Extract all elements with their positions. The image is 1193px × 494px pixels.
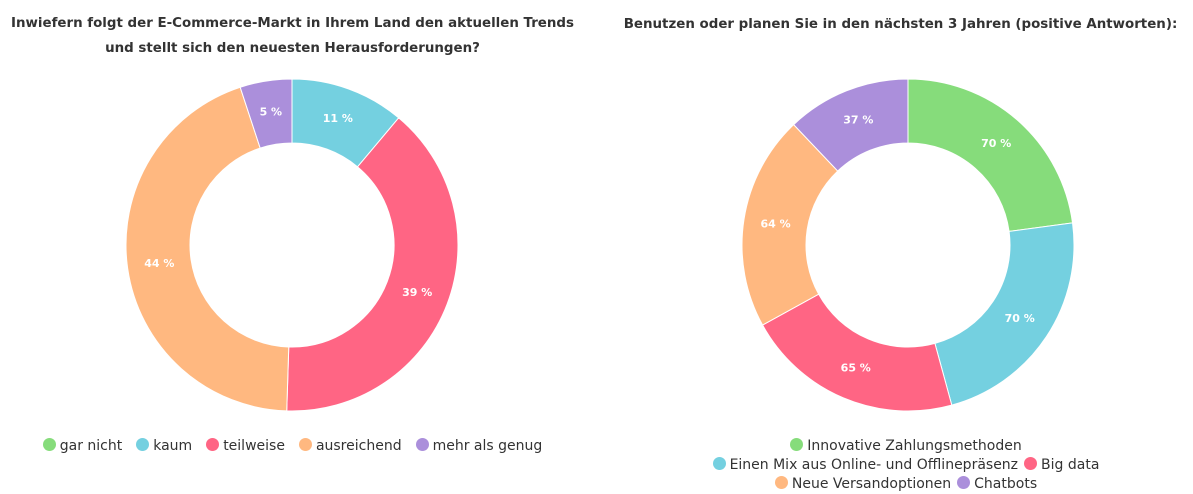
legend-label: Chatbots xyxy=(974,476,1038,492)
chart-future-usage: Benutzen oder planen Sie in den nächsten… xyxy=(608,0,1193,492)
donut-slice[interactable] xyxy=(792,78,909,172)
legend-item[interactable]: kaum xyxy=(136,437,192,456)
legend-label: Einen Mix aus Online- und Offlinepräsenz xyxy=(729,457,1019,473)
donut-slice[interactable] xyxy=(239,78,293,149)
legend-swatch-icon xyxy=(298,438,312,451)
legend-label: ausreichend xyxy=(315,438,402,454)
donut-slice[interactable] xyxy=(761,293,953,412)
legend-swatch-icon xyxy=(415,438,429,451)
slice-data-label: 64 % xyxy=(760,217,790,230)
chart-title: Benutzen oder planen Sie in den nächsten… xyxy=(623,17,1178,32)
legend-label: mehr als genug xyxy=(432,438,543,454)
chart-title: Inwiefern folgt der E-Commerce-Markt in … xyxy=(11,16,574,56)
legend-label: Big data xyxy=(1041,457,1100,473)
slice-data-label: 70 % xyxy=(981,137,1011,150)
donut-slice[interactable] xyxy=(741,123,839,326)
donut-chart: 70 % 70 % 65 % 64 % 37 % xyxy=(741,78,1075,412)
legend-swatch-icon xyxy=(1024,457,1038,470)
legend-swatch-icon xyxy=(774,476,788,489)
legend-label: kaum xyxy=(153,438,193,454)
legend-swatch-icon xyxy=(790,438,804,451)
legend-swatch-icon xyxy=(136,438,150,451)
chart-e-commerce-trends: Inwiefern folgt der E-Commerce-Markt in … xyxy=(0,0,585,485)
legend-item[interactable]: mehr als genug xyxy=(415,437,543,456)
legend-item[interactable]: teilweise xyxy=(206,437,285,456)
slice-data-label: 37 % xyxy=(843,114,873,127)
legend-label: gar nicht xyxy=(59,438,123,454)
legend-swatch-icon xyxy=(206,438,220,451)
slice-data-label: 65 % xyxy=(841,361,871,374)
slice-data-label: 70 % xyxy=(1005,312,1035,325)
legend-label: Innovative Zahlungsmethoden xyxy=(807,438,1022,454)
legend-swatch-icon xyxy=(712,457,726,470)
legend-item[interactable]: gar nicht xyxy=(42,437,123,456)
legend-label: Neue Versandoptionen xyxy=(791,476,952,492)
chart-legend: Innovative Zahlungsmethoden Einen Mix aus… xyxy=(646,437,1166,494)
slice-data-label: 11 % xyxy=(323,112,353,125)
slice-data-label: 5 % xyxy=(260,106,283,119)
legend-item[interactable]: Einen Mix aus Online- und Offlinepräsenz xyxy=(712,456,1019,475)
legend-label: teilweise xyxy=(223,438,285,454)
donut-slice[interactable] xyxy=(907,78,1074,232)
legend-swatch-icon xyxy=(957,476,971,489)
legend-item[interactable]: Innovative Zahlungsmethoden xyxy=(790,437,1022,456)
slice-data-label: 39 % xyxy=(402,286,432,299)
legend-item[interactable]: Big data xyxy=(1024,456,1099,475)
donut-chart: 11 % 39 % 44 % 5 % xyxy=(125,78,459,412)
legend-swatch-icon xyxy=(42,438,56,451)
legend-item[interactable]: ausreichend xyxy=(298,437,402,456)
donut-slice[interactable] xyxy=(934,222,1075,406)
chart-legend: gar nicht kaum teilweise ausreichend mehr al… xyxy=(0,437,585,456)
donut-slice[interactable] xyxy=(125,86,290,412)
donut-slice[interactable] xyxy=(286,117,459,412)
slice-data-label: 44 % xyxy=(144,257,174,270)
